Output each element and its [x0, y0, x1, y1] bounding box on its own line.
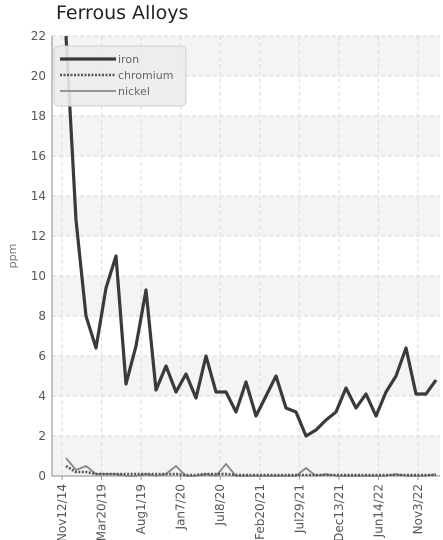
legend-label-chromium: chromium: [118, 69, 174, 82]
y-tick-label: 2: [38, 429, 46, 443]
legend-label-iron: iron: [118, 53, 139, 66]
y-tick-label: 8: [38, 309, 46, 323]
x-tick-label: Dec13/21: [332, 484, 346, 540]
x-tick-label: Aug1/19: [134, 484, 148, 534]
x-tick-label: Nov12/14: [55, 484, 69, 540]
series-line-iron: [64, 35, 438, 438]
chart-title: Ferrous Alloys: [56, 2, 189, 24]
y-axis-label: ppm: [6, 244, 19, 269]
y-tick-label: 16: [31, 149, 46, 163]
legend-label-nickel: nickel: [118, 85, 150, 98]
y-tick-label: 20: [31, 69, 46, 83]
y-tick-label: 4: [38, 389, 46, 403]
y-tick-label: 12: [31, 229, 46, 243]
x-tick-label: Mar20/19: [95, 484, 109, 540]
grid-band: [52, 196, 440, 236]
x-tick-label: Jul29/21: [292, 484, 306, 534]
y-tick-label: 10: [31, 269, 46, 283]
y-tick-label: 0: [38, 469, 46, 483]
y-tick-label: 14: [31, 189, 46, 203]
grid-band: [52, 276, 440, 316]
y-tick-label: 22: [31, 29, 46, 43]
x-tick-label: Jun14/22: [371, 484, 385, 538]
x-tick-label: Nov3/22: [411, 484, 425, 534]
series-line-chromium: [65, 464, 436, 477]
x-tick-label: Jul8/20: [213, 484, 227, 526]
x-tick-label: Jan7/20: [174, 484, 188, 530]
grid-band: [52, 116, 440, 156]
y-tick-label: 6: [38, 349, 46, 363]
y-tick-label: 18: [31, 109, 46, 123]
x-tick-label: Feb20/21: [253, 484, 267, 540]
grid-band: [52, 436, 440, 476]
grid-band: [52, 356, 440, 396]
